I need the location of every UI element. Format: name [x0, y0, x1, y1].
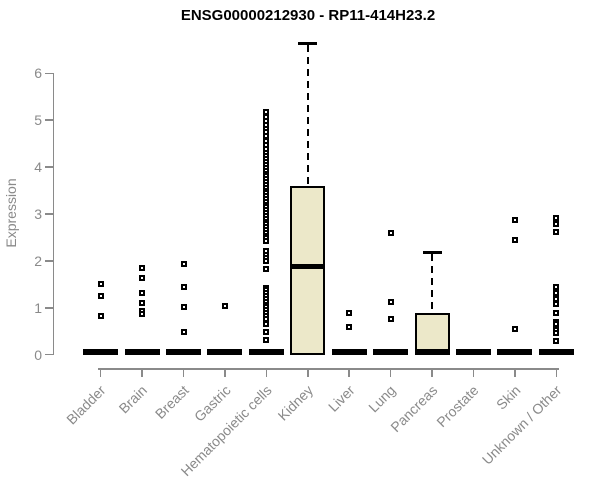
y-tick-mark	[45, 307, 53, 309]
chart-title: ENSG00000212930 - RP11-414H23.2	[180, 7, 436, 24]
outlier-point	[139, 265, 146, 272]
x-tick-mark	[224, 369, 226, 377]
outlier-point	[346, 324, 353, 331]
x-tick-mark	[99, 369, 102, 377]
median-line	[124, 348, 160, 355]
outlier-point	[553, 214, 560, 221]
y-tick-mark	[45, 166, 53, 168]
box	[290, 185, 326, 355]
x-tick-label: Liver	[324, 382, 358, 415]
outlier-point	[180, 329, 187, 336]
outlier-point	[511, 237, 518, 244]
outlier-point	[387, 299, 394, 306]
whisker-cap	[422, 251, 442, 255]
outlier-point	[263, 316, 270, 323]
median-line	[248, 348, 284, 355]
outlier-point	[553, 338, 560, 345]
outlier-point	[97, 313, 104, 320]
outlier-point	[180, 283, 187, 290]
x-tick-mark	[389, 369, 392, 377]
median-line	[83, 348, 119, 355]
x-tick-label: Brain	[116, 382, 151, 417]
outlier-point	[180, 303, 187, 310]
outlier-point	[139, 300, 146, 307]
outlier-point	[511, 326, 518, 333]
whisker-line	[306, 45, 309, 186]
median-line	[373, 348, 409, 355]
median-line	[455, 348, 491, 355]
x-tick-label: Kidney	[274, 382, 317, 424]
x-tick-mark	[472, 369, 475, 377]
outlier-point	[263, 265, 270, 272]
y-tick-mark	[45, 353, 53, 356]
y-tick-label: 0	[34, 346, 42, 363]
x-tick-label: Skin	[492, 382, 524, 413]
outlier-point	[139, 290, 146, 297]
median-line	[497, 348, 533, 355]
x-tick-label: Prostate	[433, 382, 482, 431]
outlier-point	[139, 275, 146, 282]
y-tick-label: 6	[34, 65, 42, 82]
outlier-point	[263, 257, 270, 264]
outlier-point	[553, 301, 560, 308]
median-line	[207, 348, 243, 355]
y-tick-mark	[45, 260, 53, 262]
outlier-point	[97, 281, 104, 288]
x-tick-mark	[265, 369, 268, 377]
outlier-point	[97, 292, 104, 299]
outlier-point	[553, 228, 560, 235]
outlier-point	[263, 337, 270, 344]
outlier-point	[263, 237, 270, 244]
x-tick-mark	[431, 369, 433, 377]
x-tick-label: Lung	[365, 382, 399, 416]
median-line	[538, 348, 574, 355]
y-axis-line	[52, 73, 54, 355]
outlier-point	[553, 321, 560, 328]
outlier-point	[387, 315, 394, 322]
outlier-point	[263, 108, 270, 115]
outlier-point	[553, 310, 560, 317]
x-tick-mark	[182, 369, 185, 377]
outlier-point	[387, 230, 394, 237]
median-line	[166, 348, 202, 355]
outlier-point	[346, 309, 353, 316]
whisker-cap	[298, 42, 318, 46]
median-line	[414, 349, 450, 356]
y-tick-mark	[45, 213, 53, 215]
outlier-point	[139, 310, 146, 317]
outlier-point	[511, 217, 518, 224]
outlier-point	[263, 133, 270, 140]
y-tick-mark	[45, 72, 53, 75]
outlier-point	[553, 221, 560, 228]
outlier-point	[553, 284, 560, 291]
y-tick-label: 1	[34, 299, 42, 316]
x-tick-mark	[514, 369, 516, 377]
whisker-line	[431, 254, 434, 313]
outlier-point	[180, 261, 187, 268]
outlier-point	[553, 290, 560, 297]
median-line	[331, 348, 367, 355]
x-tick-label: Breast	[151, 382, 192, 422]
x-tick-mark	[555, 369, 558, 377]
y-tick-label: 4	[34, 159, 42, 176]
x-tick-mark	[141, 369, 143, 377]
x-axis-line	[98, 368, 559, 370]
outlier-point	[263, 329, 270, 336]
y-tick-label: 5	[34, 112, 42, 129]
median-line	[290, 264, 326, 270]
outlier-point	[263, 321, 270, 328]
outlier-point	[553, 330, 560, 337]
y-tick-mark	[45, 119, 53, 121]
x-tick-mark	[307, 369, 309, 377]
x-tick-label: Bladder	[63, 382, 110, 428]
y-tick-label: 2	[34, 252, 42, 269]
outlier-point	[221, 302, 228, 309]
y-tick-label: 3	[34, 206, 42, 222]
x-tick-mark	[348, 369, 350, 377]
